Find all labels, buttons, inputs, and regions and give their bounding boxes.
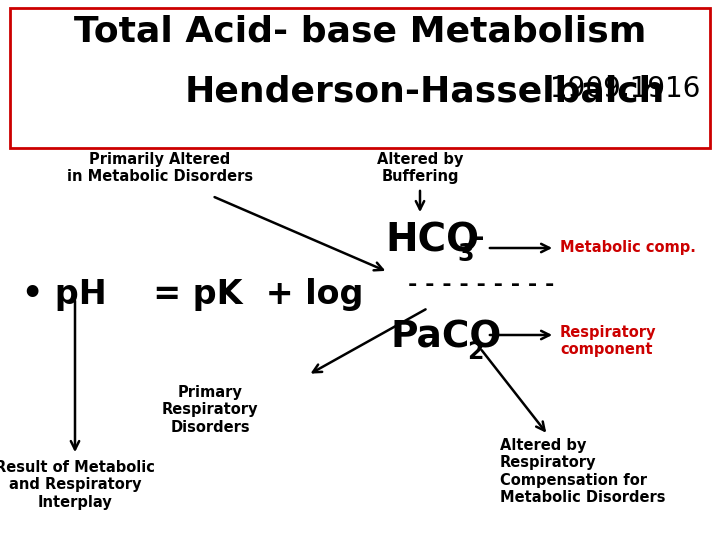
Text: Respiratory
component: Respiratory component bbox=[560, 325, 657, 357]
Text: - - - - - - - - -: - - - - - - - - - bbox=[408, 275, 554, 295]
Text: Total Acid- base Metabolism: Total Acid- base Metabolism bbox=[74, 15, 646, 49]
Text: Primary
Respiratory
Disorders: Primary Respiratory Disorders bbox=[162, 385, 258, 435]
Text: PaCO: PaCO bbox=[390, 320, 501, 356]
Text: Primarily Altered
in Metabolic Disorders: Primarily Altered in Metabolic Disorders bbox=[67, 152, 253, 184]
Text: 3: 3 bbox=[457, 242, 474, 266]
Text: HCO: HCO bbox=[385, 222, 479, 260]
Bar bbox=[10, 8, 710, 148]
Text: 1909,1916: 1909,1916 bbox=[550, 75, 701, 103]
Text: Metabolic comp.: Metabolic comp. bbox=[560, 240, 696, 255]
Text: • pH    = pK  + log: • pH = pK + log bbox=[22, 278, 364, 311]
Text: 2: 2 bbox=[467, 340, 483, 364]
Text: Result of Metabolic
and Respiratory
Interplay: Result of Metabolic and Respiratory Inte… bbox=[0, 460, 155, 510]
Text: -: - bbox=[472, 224, 484, 252]
Text: Henderson-Hasselbalch: Henderson-Hasselbalch bbox=[185, 75, 665, 109]
Text: Altered by
Buffering: Altered by Buffering bbox=[377, 152, 463, 184]
Text: Altered by
Respiratory
Compensation for
Metabolic Disorders: Altered by Respiratory Compensation for … bbox=[500, 438, 665, 505]
